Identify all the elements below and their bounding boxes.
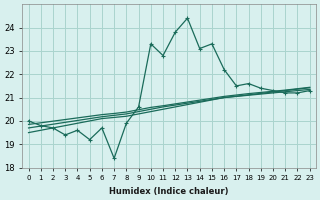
X-axis label: Humidex (Indice chaleur): Humidex (Indice chaleur) [109, 187, 229, 196]
